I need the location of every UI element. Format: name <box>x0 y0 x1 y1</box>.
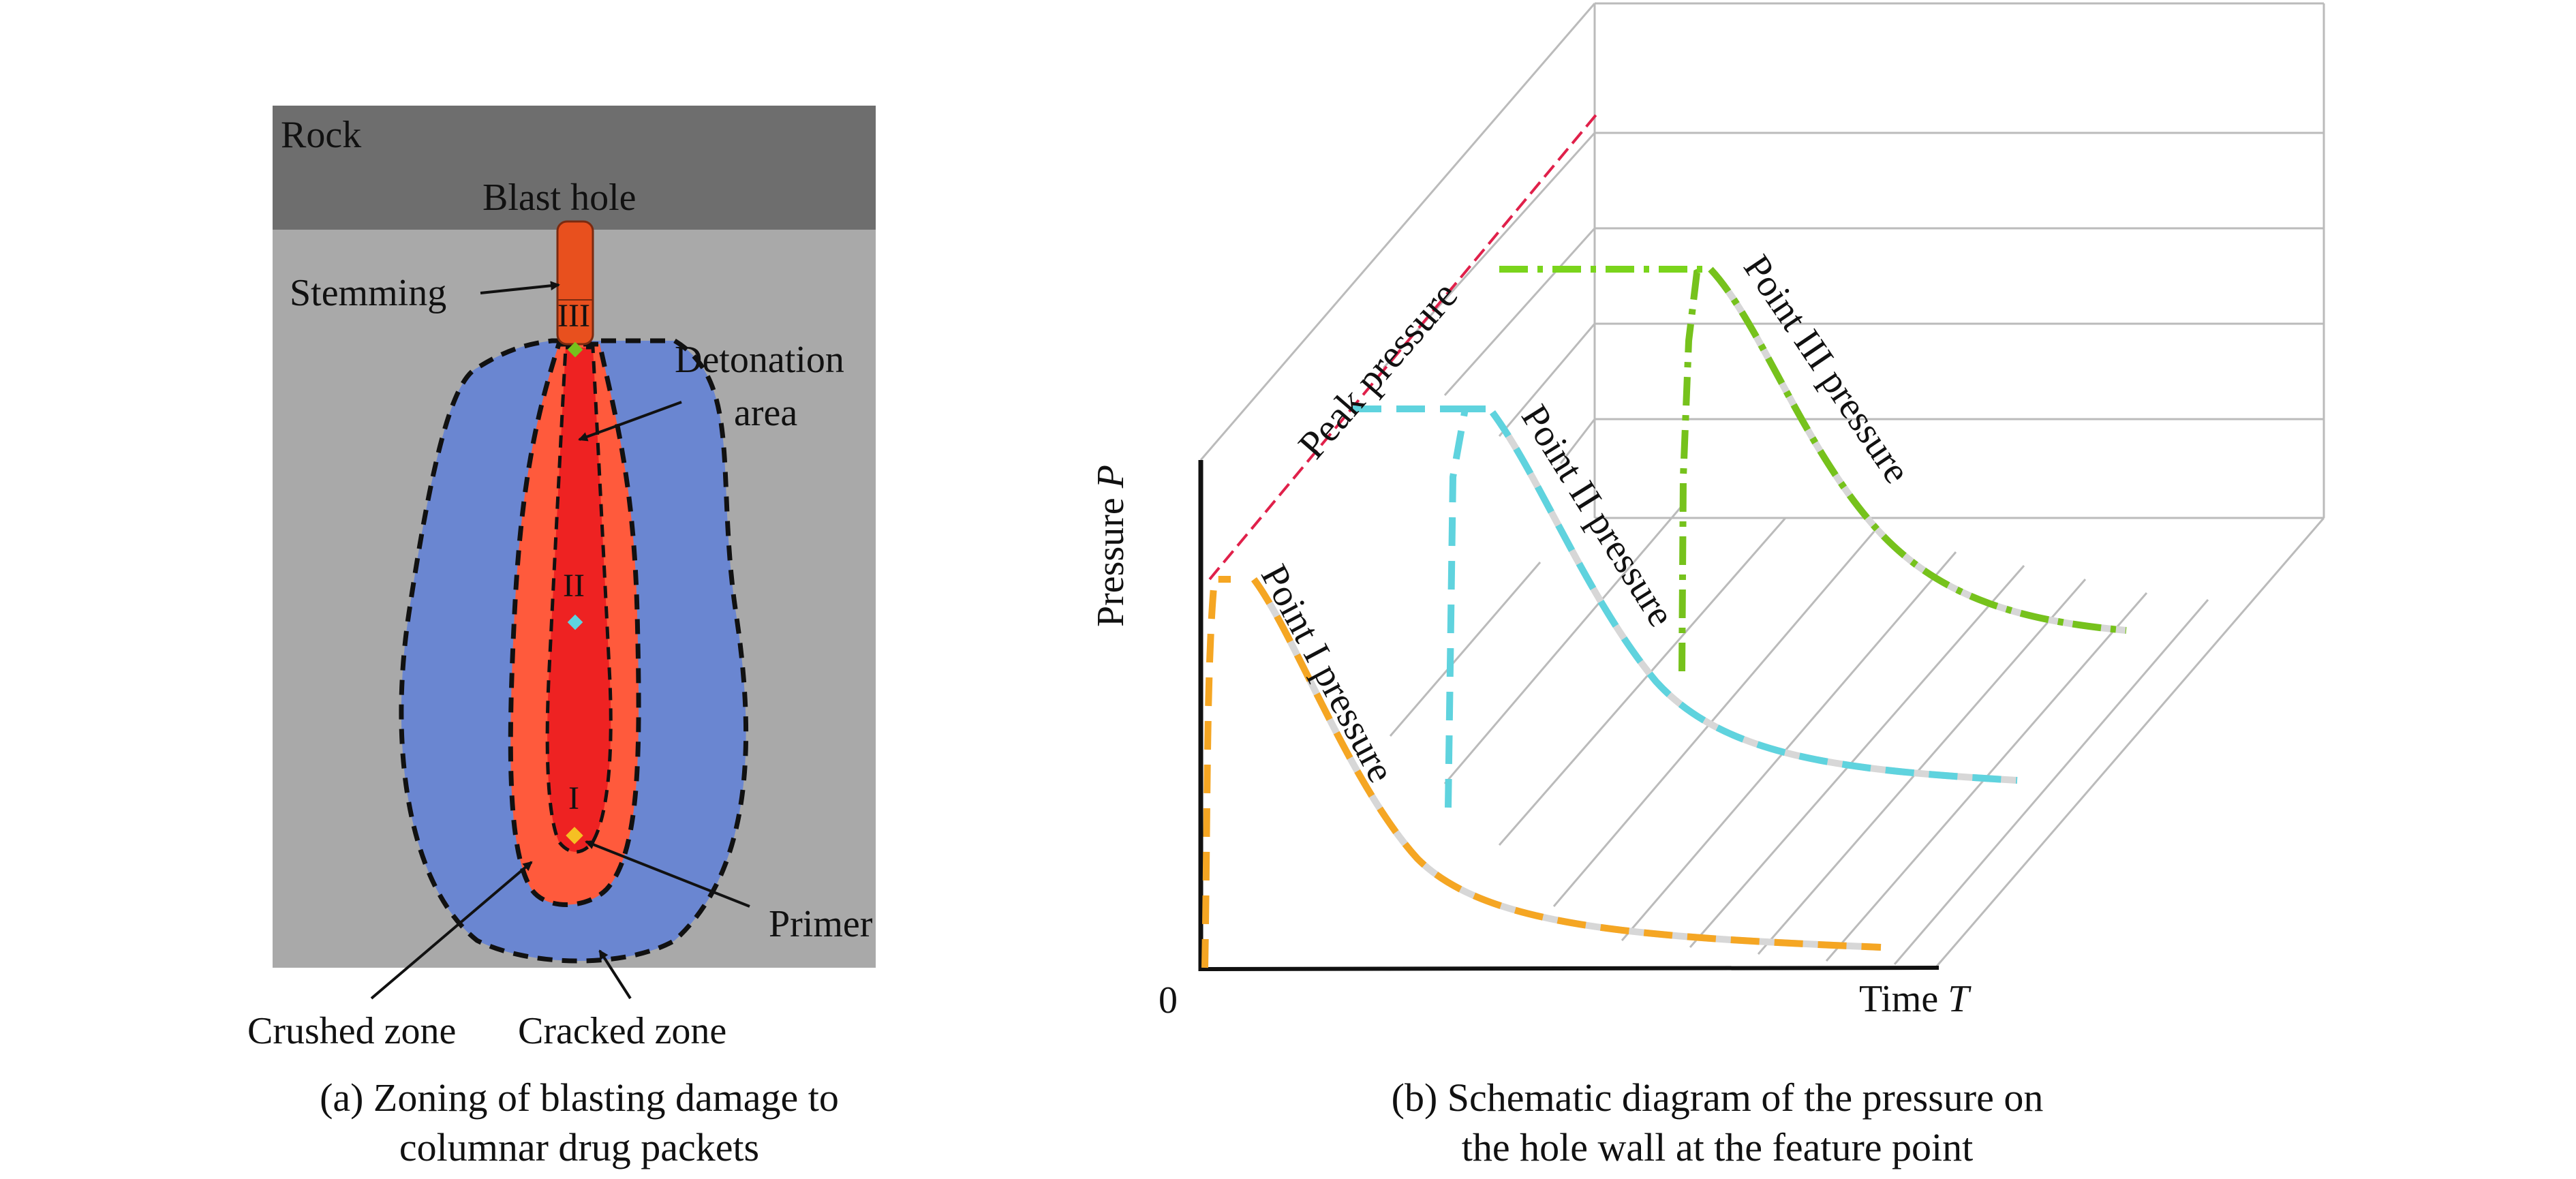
crushed-zone-label: Crushed zone <box>247 1010 457 1052</box>
curve-point-1-decay <box>1251 577 1882 951</box>
perspective-grid <box>1199 2 2325 968</box>
caption-a: (a) Zoning of blasting damage to columna… <box>204 1073 954 1172</box>
caption-b-line-2: the hole wall at the feature point <box>1461 1124 1974 1169</box>
blast-hole-label: Blast hole <box>482 177 637 219</box>
point-2-marker <box>567 614 583 630</box>
caption-b-line-1: (b) Schematic diagram of the pressure on <box>1391 1075 2044 1120</box>
caption-a-line-1: (a) Zoning of blasting damage to <box>320 1075 839 1120</box>
caption-a-line-2: columnar drug packets <box>399 1124 760 1169</box>
curve-point-3-rise <box>1678 266 1706 672</box>
caption-b: (b) Schematic diagram of the pressure on… <box>1274 1073 2160 1172</box>
crushed-zone-arrow <box>370 861 533 1000</box>
curve-point-3-decay <box>1708 266 2127 634</box>
point-1-label: I <box>568 780 579 816</box>
y-axis-title: Pressure <box>1090 497 1132 627</box>
x-axis-label: Time T <box>1859 980 1969 1018</box>
primer-label: Primer <box>769 903 873 945</box>
cracked-zone-arrow <box>598 949 632 1000</box>
peak-pressure-line <box>1208 111 1599 581</box>
y-axis-symbol: P <box>1090 465 1132 489</box>
rock-band <box>273 106 876 230</box>
x-axis-symbol: T <box>1948 978 1969 1020</box>
cracked-zone-label: Cracked zone <box>518 1010 727 1052</box>
detonation-area-label-2: area <box>734 392 798 434</box>
point-3-marker <box>567 341 583 358</box>
rock-label: Rock <box>281 114 362 156</box>
x-axis <box>1200 966 1939 971</box>
primer-arrow <box>585 840 750 908</box>
origin-label: 0 <box>1159 979 1178 1022</box>
stemming-arrow <box>480 281 560 294</box>
point-3-label: III <box>557 298 590 334</box>
curve-point-2-decay <box>1489 410 2018 784</box>
x-axis-title: Time <box>1859 978 1939 1020</box>
detonation-arrow <box>578 401 682 442</box>
y-axis-label: Pressure P <box>1090 465 1132 627</box>
detonation-area <box>545 346 613 854</box>
point-2-label: II <box>563 568 585 604</box>
curve-point-2-rise <box>1445 405 1486 808</box>
detonation-area-label-1: Detonation <box>675 339 844 381</box>
stemming-label: Stemming <box>290 272 447 314</box>
curve-point-1 <box>1201 576 1231 968</box>
